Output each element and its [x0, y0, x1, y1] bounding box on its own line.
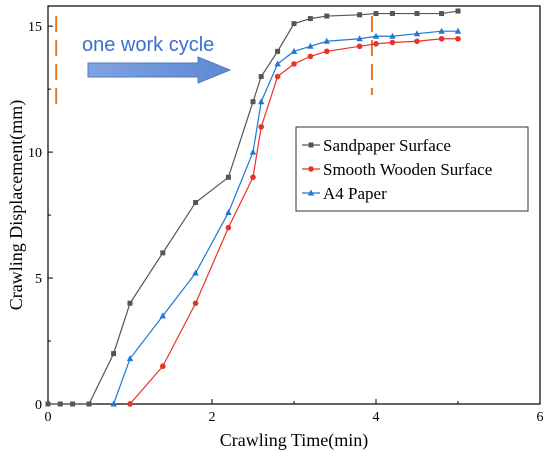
data-point: [438, 27, 445, 34]
data-point: [250, 99, 256, 105]
data-point: [249, 148, 257, 155]
data-point: [324, 13, 330, 19]
series-2: [110, 27, 462, 407]
data-point: [258, 74, 264, 80]
data-point: [290, 47, 298, 54]
data-point: [274, 73, 281, 80]
data-point: [455, 35, 461, 42]
data-point: [291, 21, 297, 27]
data-point: [356, 43, 363, 50]
legend: Sandpaper Surface Smooth Wooden Surface A4…: [295, 126, 529, 212]
data-point: [258, 98, 265, 105]
data-point: [307, 53, 314, 60]
data-point: [324, 48, 330, 55]
data-point: [372, 32, 380, 39]
data-point: [455, 8, 461, 14]
data-point: [439, 11, 445, 17]
legend-marker: [308, 166, 314, 172]
series-layer: [45, 8, 462, 407]
data-point: [57, 401, 63, 407]
data-point: [160, 363, 166, 370]
data-point: [225, 174, 231, 180]
cycle-label: one work cycle: [82, 34, 214, 56]
data-point: [127, 401, 133, 407]
data-point: [192, 300, 199, 307]
data-point: [159, 312, 166, 319]
x-tick-label: 2: [209, 410, 216, 425]
data-point: [307, 16, 313, 22]
data-point: [413, 30, 421, 37]
data-point: [414, 11, 420, 17]
data-point: [438, 35, 445, 42]
y-tick-label: 5: [35, 272, 42, 287]
legend-item: Smooth Wooden Surface: [302, 160, 492, 179]
cycle-arrow-icon: [87, 56, 232, 84]
data-point: [193, 199, 199, 205]
data-point: [192, 269, 199, 276]
data-point: [454, 27, 462, 34]
data-point: [357, 12, 363, 18]
data-point: [258, 124, 265, 130]
legend-item: Sandpaper Surface: [302, 136, 451, 155]
series-line: [113, 30, 458, 405]
data-point: [86, 401, 92, 407]
data-point: [389, 39, 396, 46]
data-point: [110, 400, 117, 407]
legend-label: Sandpaper Surface: [323, 136, 451, 155]
data-point: [225, 224, 232, 231]
data-point: [373, 11, 379, 17]
x-tick-label: 0: [45, 410, 52, 425]
data-point: [389, 11, 395, 17]
legend-marker: [307, 189, 315, 196]
data-point: [275, 48, 281, 54]
x-axis-title: Crawling Time(min): [220, 430, 369, 451]
series-line: [129, 38, 458, 405]
data-point: [160, 250, 166, 256]
y-tick-label: 0: [35, 398, 42, 413]
legend-box: [295, 126, 529, 212]
data-point: [323, 37, 330, 44]
axis-ticks: 0 2 4 6 0 5 10 15: [28, 20, 544, 425]
data-point: [111, 351, 117, 357]
data-point: [274, 60, 281, 67]
data-point: [250, 174, 256, 181]
data-point: [307, 42, 314, 49]
data-point: [126, 355, 134, 362]
series-0: [45, 8, 461, 407]
data-point: [45, 401, 51, 407]
data-point: [291, 61, 297, 67]
x-tick-label: 6: [537, 410, 544, 425]
legend-marker: [308, 142, 314, 148]
data-point: [225, 209, 232, 216]
y-tick-label: 15: [28, 20, 42, 35]
y-tick-label: 10: [28, 146, 42, 161]
legend-item: A4 Paper: [302, 184, 387, 203]
y-axis-title: Crawling Displacement(mm): [6, 100, 27, 310]
data-point: [127, 300, 133, 306]
data-point: [414, 38, 420, 45]
data-point: [389, 32, 396, 39]
legend-label: Smooth Wooden Surface: [323, 160, 492, 179]
data-point: [356, 35, 363, 42]
series-1: [127, 35, 461, 407]
data-point: [373, 40, 379, 47]
legend-label: A4 Paper: [323, 184, 387, 203]
work-cycle-annotation: one work cycle: [55, 16, 373, 110]
x-tick-label: 4: [373, 410, 380, 425]
data-point: [70, 401, 76, 407]
